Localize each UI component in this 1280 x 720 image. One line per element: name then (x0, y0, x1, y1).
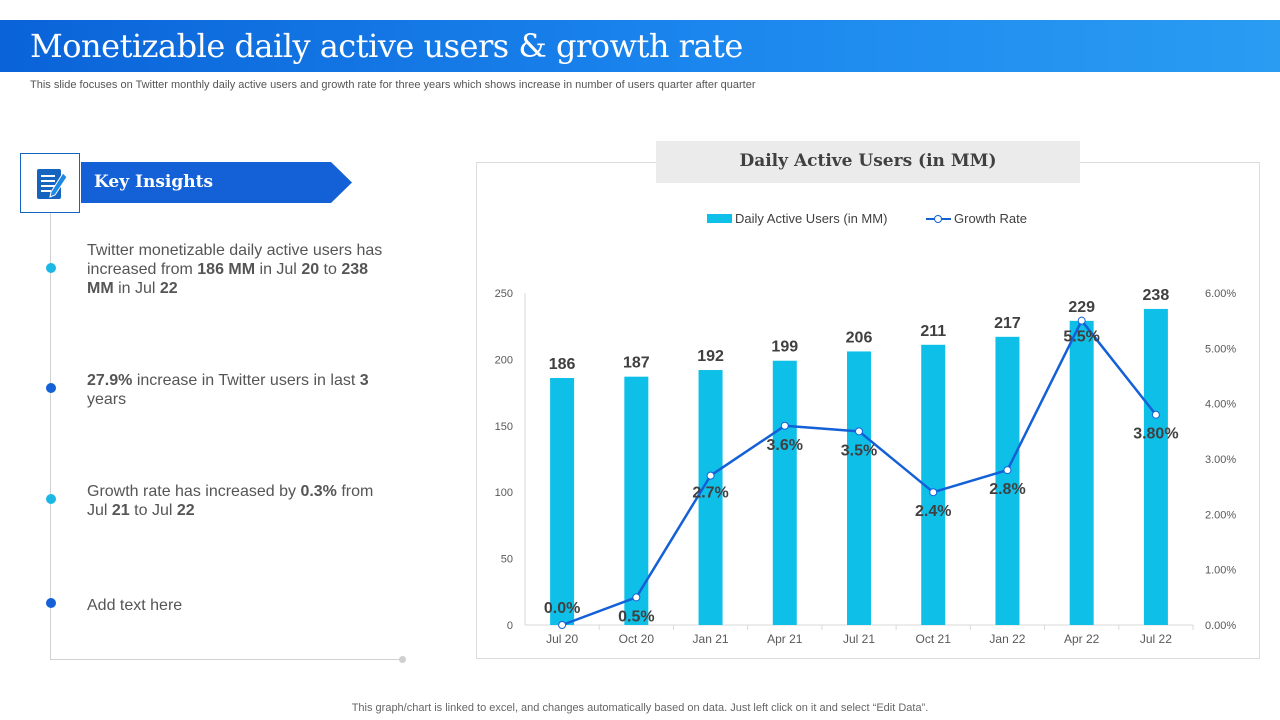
insight-bullet-4 (46, 598, 56, 608)
bar (1069, 320, 1094, 625)
bar (624, 376, 649, 625)
x-tick-label: Jul 22 (1140, 632, 1172, 646)
page-title: Monetizable daily active users & growth … (30, 27, 743, 65)
y-right-tick-label: 1.00% (1205, 565, 1236, 577)
growth-rate-point (706, 471, 715, 480)
insight-bullet-1 (46, 263, 56, 273)
insight-1: Twitter monetizable daily active users h… (87, 242, 383, 297)
bar (550, 377, 575, 625)
x-tick-label: Jan 21 (693, 632, 729, 646)
growth-rate-point (855, 427, 863, 436)
insight-bullet-3 (46, 494, 56, 504)
y-right-tick-label: 5.00% (1205, 343, 1236, 355)
y-left-tick-label: 50 (501, 554, 513, 566)
growth-rate-label: 2.4% (915, 503, 951, 520)
bar (1143, 308, 1168, 625)
insight-3: Growth rate has increased by 0.3% from J… (87, 483, 374, 519)
growth-rate-label: 2.7% (692, 485, 728, 502)
chart-title-background (656, 141, 1080, 183)
growth-rate-label: 3.5% (841, 442, 877, 459)
growth-rate-label: 0.0% (544, 600, 580, 617)
bar-value-label: 199 (771, 339, 798, 356)
timeline-base-line (50, 659, 402, 660)
key-insights-icon-box (20, 153, 80, 213)
key-insights-banner (81, 162, 352, 203)
bar-value-label: 187 (623, 355, 650, 372)
growth-rate-label: 5.5% (1063, 329, 1099, 346)
growth-rate-point (929, 488, 938, 497)
x-tick-label: Oct 20 (619, 632, 655, 646)
y-right-tick-label: 6.00% (1205, 288, 1236, 300)
legend-label-line: Growth Rate (954, 211, 1027, 226)
bar-value-label: 211 (920, 323, 946, 340)
document-pen-icon (37, 169, 68, 199)
bar-value-label: 186 (549, 356, 576, 373)
bar (772, 360, 797, 625)
page-subtitle: This slide focuses on Twitter monthly da… (30, 79, 756, 91)
x-tick-label: Jan 22 (989, 632, 1025, 646)
legend-swatch-bars (707, 214, 732, 223)
x-tick-label: Oct 21 (916, 632, 952, 646)
growth-rate-point (780, 421, 789, 430)
legend-marker-line (934, 215, 942, 223)
bar (995, 336, 1020, 625)
y-right-tick-label: 0.00% (1205, 620, 1236, 632)
bar (698, 370, 723, 625)
timeline-line (50, 213, 51, 659)
growth-rate-point (1077, 316, 1086, 325)
y-right-tick-label: 3.00% (1205, 454, 1236, 466)
y-left-tick-label: 200 (495, 354, 513, 366)
bar-value-label: 238 (1143, 287, 1170, 304)
y-right-tick-label: 2.00% (1205, 509, 1236, 521)
insight-4[interactable]: Add text here (87, 597, 183, 614)
growth-rate-point (1151, 410, 1160, 419)
chart-title: Daily Active Users (in MM) (739, 151, 997, 171)
bar-value-label: 192 (697, 348, 724, 365)
legend-label-bars: Daily Active Users (in MM) (735, 211, 888, 226)
insight-2: 27.9% increase in Twitter users in last … (87, 372, 369, 408)
growth-rate-label: 3.80% (1133, 426, 1178, 443)
growth-rate-label: 2.8% (989, 481, 1025, 498)
growth-rate-point (558, 621, 567, 629)
x-tick-label: Jul 20 (546, 632, 578, 646)
insight-bullet-2 (46, 383, 56, 393)
x-tick-label: Apr 22 (1064, 632, 1100, 646)
bar-value-label: 217 (994, 315, 1021, 332)
growth-rate-point (632, 593, 641, 602)
y-left-tick-label: 150 (495, 421, 513, 433)
y-left-tick-label: 0 (507, 620, 513, 632)
timeline-end-dot (399, 656, 406, 663)
y-left-tick-label: 100 (495, 487, 513, 499)
bar (847, 351, 871, 625)
growth-rate-point (1003, 466, 1012, 475)
y-left-tick-label: 250 (495, 288, 513, 300)
growth-rate-label: 3.6% (767, 437, 803, 454)
y-right-tick-label: 4.00% (1205, 399, 1236, 411)
x-tick-label: Jul 21 (843, 632, 875, 646)
bar-value-label: 206 (846, 329, 873, 346)
bar-value-label: 229 (1068, 299, 1095, 316)
key-insights-title: Key Insights (94, 172, 214, 192)
x-tick-label: Apr 21 (767, 632, 803, 646)
growth-rate-label: 0.5% (618, 608, 654, 625)
footer-note: This graph/chart is linked to excel, and… (351, 702, 929, 714)
title-bar (0, 20, 1280, 72)
